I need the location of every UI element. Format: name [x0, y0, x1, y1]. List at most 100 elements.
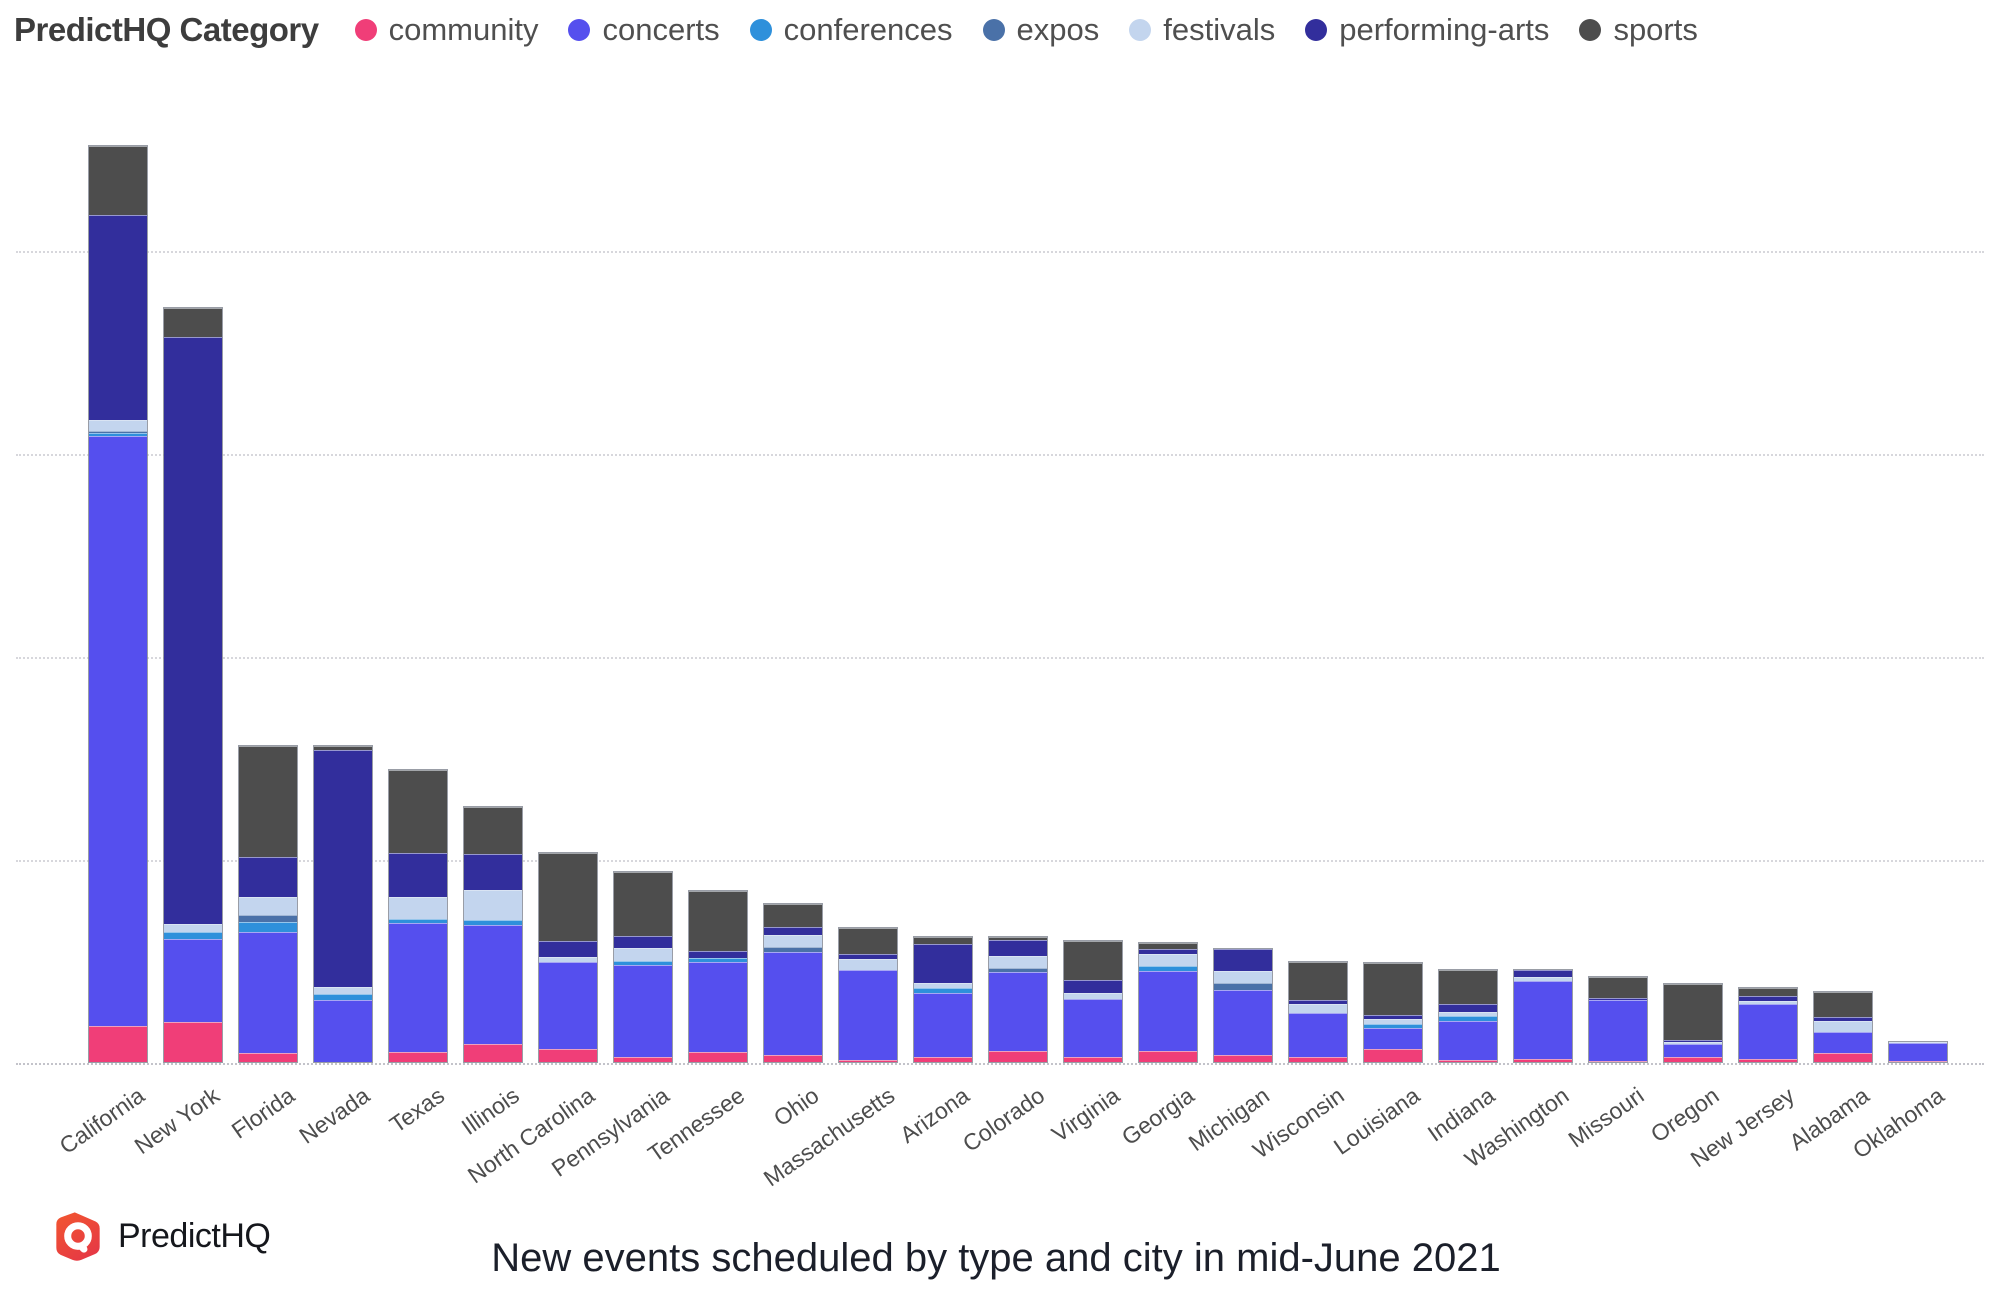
bar-segment-concerts[interactable]	[89, 436, 147, 1027]
bar-segment-concerts[interactable]	[839, 970, 897, 1061]
bar-pennsylvania[interactable]	[613, 871, 673, 1063]
bar-segment-community[interactable]	[89, 1026, 147, 1062]
bar-segment-community[interactable]	[389, 1052, 447, 1062]
bar-segment-community[interactable]	[1514, 1059, 1572, 1062]
bar-segment-festivals[interactable]	[1889, 1042, 1947, 1043]
bar-new-york[interactable]	[163, 307, 223, 1063]
bar-segment-performing-arts[interactable]	[1064, 980, 1122, 994]
bar-oregon[interactable]	[1663, 983, 1723, 1063]
bar-segment-community[interactable]	[464, 1044, 522, 1062]
bar-segment-sports[interactable]	[1664, 984, 1722, 1041]
bar-florida[interactable]	[238, 745, 298, 1063]
bar-segment-festivals[interactable]	[1439, 1012, 1497, 1016]
bar-segment-conferences[interactable]	[464, 920, 522, 926]
bar-segment-concerts[interactable]	[1889, 1043, 1947, 1061]
bar-segment-community[interactable]	[1289, 1057, 1347, 1062]
bar-texas[interactable]	[388, 769, 448, 1063]
bar-segment-festivals[interactable]	[539, 956, 597, 962]
bar-segment-concerts[interactable]	[1289, 1012, 1347, 1058]
bar-segment-community[interactable]	[1214, 1055, 1272, 1062]
bar-segment-performing-arts[interactable]	[1289, 1000, 1347, 1005]
bar-segment-performing-arts[interactable]	[389, 853, 447, 898]
bar-segment-performing-arts[interactable]	[1364, 1014, 1422, 1019]
bar-segment-community[interactable]	[989, 1051, 1047, 1062]
bar-segment-performing-arts[interactable]	[89, 214, 147, 421]
bar-virginia[interactable]	[1063, 940, 1123, 1063]
bar-segment-community[interactable]	[239, 1053, 297, 1062]
bar-segment-conferences[interactable]	[689, 958, 747, 963]
bar-segment-performing-arts[interactable]	[1589, 997, 1647, 1001]
bar-segment-concerts[interactable]	[1364, 1027, 1422, 1050]
bar-colorado[interactable]	[988, 936, 1048, 1063]
bar-segment-performing-arts[interactable]	[989, 939, 1047, 956]
bar-segment-community[interactable]	[1739, 1059, 1797, 1062]
bar-segment-community[interactable]	[914, 1057, 972, 1062]
bar-segment-festivals[interactable]	[839, 958, 897, 971]
bar-segment-festivals[interactable]	[1664, 1042, 1722, 1045]
bar-segment-festivals[interactable]	[89, 420, 147, 432]
bar-alabama[interactable]	[1813, 991, 1873, 1063]
bar-segment-conferences[interactable]	[914, 988, 972, 994]
bar-segment-sports[interactable]	[1064, 940, 1122, 981]
bar-segment-concerts[interactable]	[1214, 990, 1272, 1056]
bar-segment-sports[interactable]	[539, 852, 597, 942]
bar-segment-performing-arts[interactable]	[839, 953, 897, 959]
bar-segment-concerts[interactable]	[1739, 1003, 1797, 1060]
bar-segment-sports[interactable]	[1739, 988, 1797, 996]
bar-segment-concerts[interactable]	[1664, 1044, 1722, 1058]
bar-segment-sports[interactable]	[239, 746, 297, 858]
bar-segment-sports[interactable]	[1439, 969, 1497, 1005]
bar-segment-sports[interactable]	[164, 308, 222, 337]
bar-louisiana[interactable]	[1363, 962, 1423, 1063]
bar-segment-festivals[interactable]	[1364, 1018, 1422, 1024]
bar-segment-community[interactable]	[1589, 1061, 1647, 1062]
bar-segment-festivals[interactable]	[1514, 976, 1572, 981]
bar-segment-community[interactable]	[539, 1049, 597, 1062]
bar-segment-concerts[interactable]	[914, 993, 972, 1058]
bar-segment-community[interactable]	[839, 1060, 897, 1062]
bar-segment-community[interactable]	[1814, 1053, 1872, 1062]
legend-item-festivals[interactable]: festivals	[1129, 12, 1275, 48]
bar-segment-conferences[interactable]	[314, 994, 372, 1001]
bar-segment-performing-arts[interactable]	[239, 857, 297, 898]
bar-segment-performing-arts[interactable]	[314, 749, 372, 988]
bar-ohio[interactable]	[763, 903, 823, 1063]
bar-segment-expos[interactable]	[89, 431, 147, 434]
bar-segment-sports[interactable]	[1364, 962, 1422, 1015]
bar-segment-sports[interactable]	[314, 745, 372, 750]
bar-segment-concerts[interactable]	[464, 925, 522, 1045]
bar-segment-festivals[interactable]	[314, 987, 372, 995]
bar-segment-conferences[interactable]	[389, 918, 447, 923]
bar-segment-festivals[interactable]	[1139, 953, 1197, 966]
bar-segment-festivals[interactable]	[989, 955, 1047, 968]
bar-segment-festivals[interactable]	[914, 983, 972, 989]
bar-segment-sports[interactable]	[1139, 942, 1197, 949]
bar-segment-concerts[interactable]	[389, 922, 447, 1053]
bar-new-jersey[interactable]	[1738, 987, 1798, 1063]
bar-segment-expos[interactable]	[1214, 983, 1272, 991]
bar-massachusetts[interactable]	[838, 927, 898, 1063]
bar-segment-concerts[interactable]	[1589, 1000, 1647, 1061]
legend-item-community[interactable]: community	[354, 12, 538, 48]
bar-segment-sports[interactable]	[1289, 962, 1347, 1001]
bar-segment-concerts[interactable]	[614, 965, 672, 1058]
bar-segment-festivals[interactable]	[1814, 1021, 1872, 1032]
bar-segment-community[interactable]	[1064, 1057, 1122, 1062]
bar-segment-performing-arts[interactable]	[764, 926, 822, 935]
bar-segment-performing-arts[interactable]	[689, 951, 747, 959]
bar-segment-concerts[interactable]	[314, 1000, 372, 1062]
bar-segment-performing-arts[interactable]	[614, 936, 672, 949]
bar-segment-concerts[interactable]	[764, 952, 822, 1056]
bar-arizona[interactable]	[913, 936, 973, 1063]
bar-segment-sports[interactable]	[464, 807, 522, 854]
bar-segment-conferences[interactable]	[1364, 1023, 1422, 1028]
bar-segment-expos[interactable]	[239, 914, 297, 922]
bar-segment-performing-arts[interactable]	[1739, 995, 1797, 1001]
bar-segment-performing-arts[interactable]	[539, 941, 597, 957]
bar-segment-performing-arts[interactable]	[1139, 948, 1197, 954]
legend-item-conferences[interactable]: conferences	[749, 12, 953, 48]
bar-segment-performing-arts[interactable]	[1439, 1004, 1497, 1013]
bar-segment-sports[interactable]	[389, 769, 447, 854]
bar-segment-sports[interactable]	[1814, 992, 1872, 1018]
bar-segment-festivals[interactable]	[764, 934, 822, 948]
